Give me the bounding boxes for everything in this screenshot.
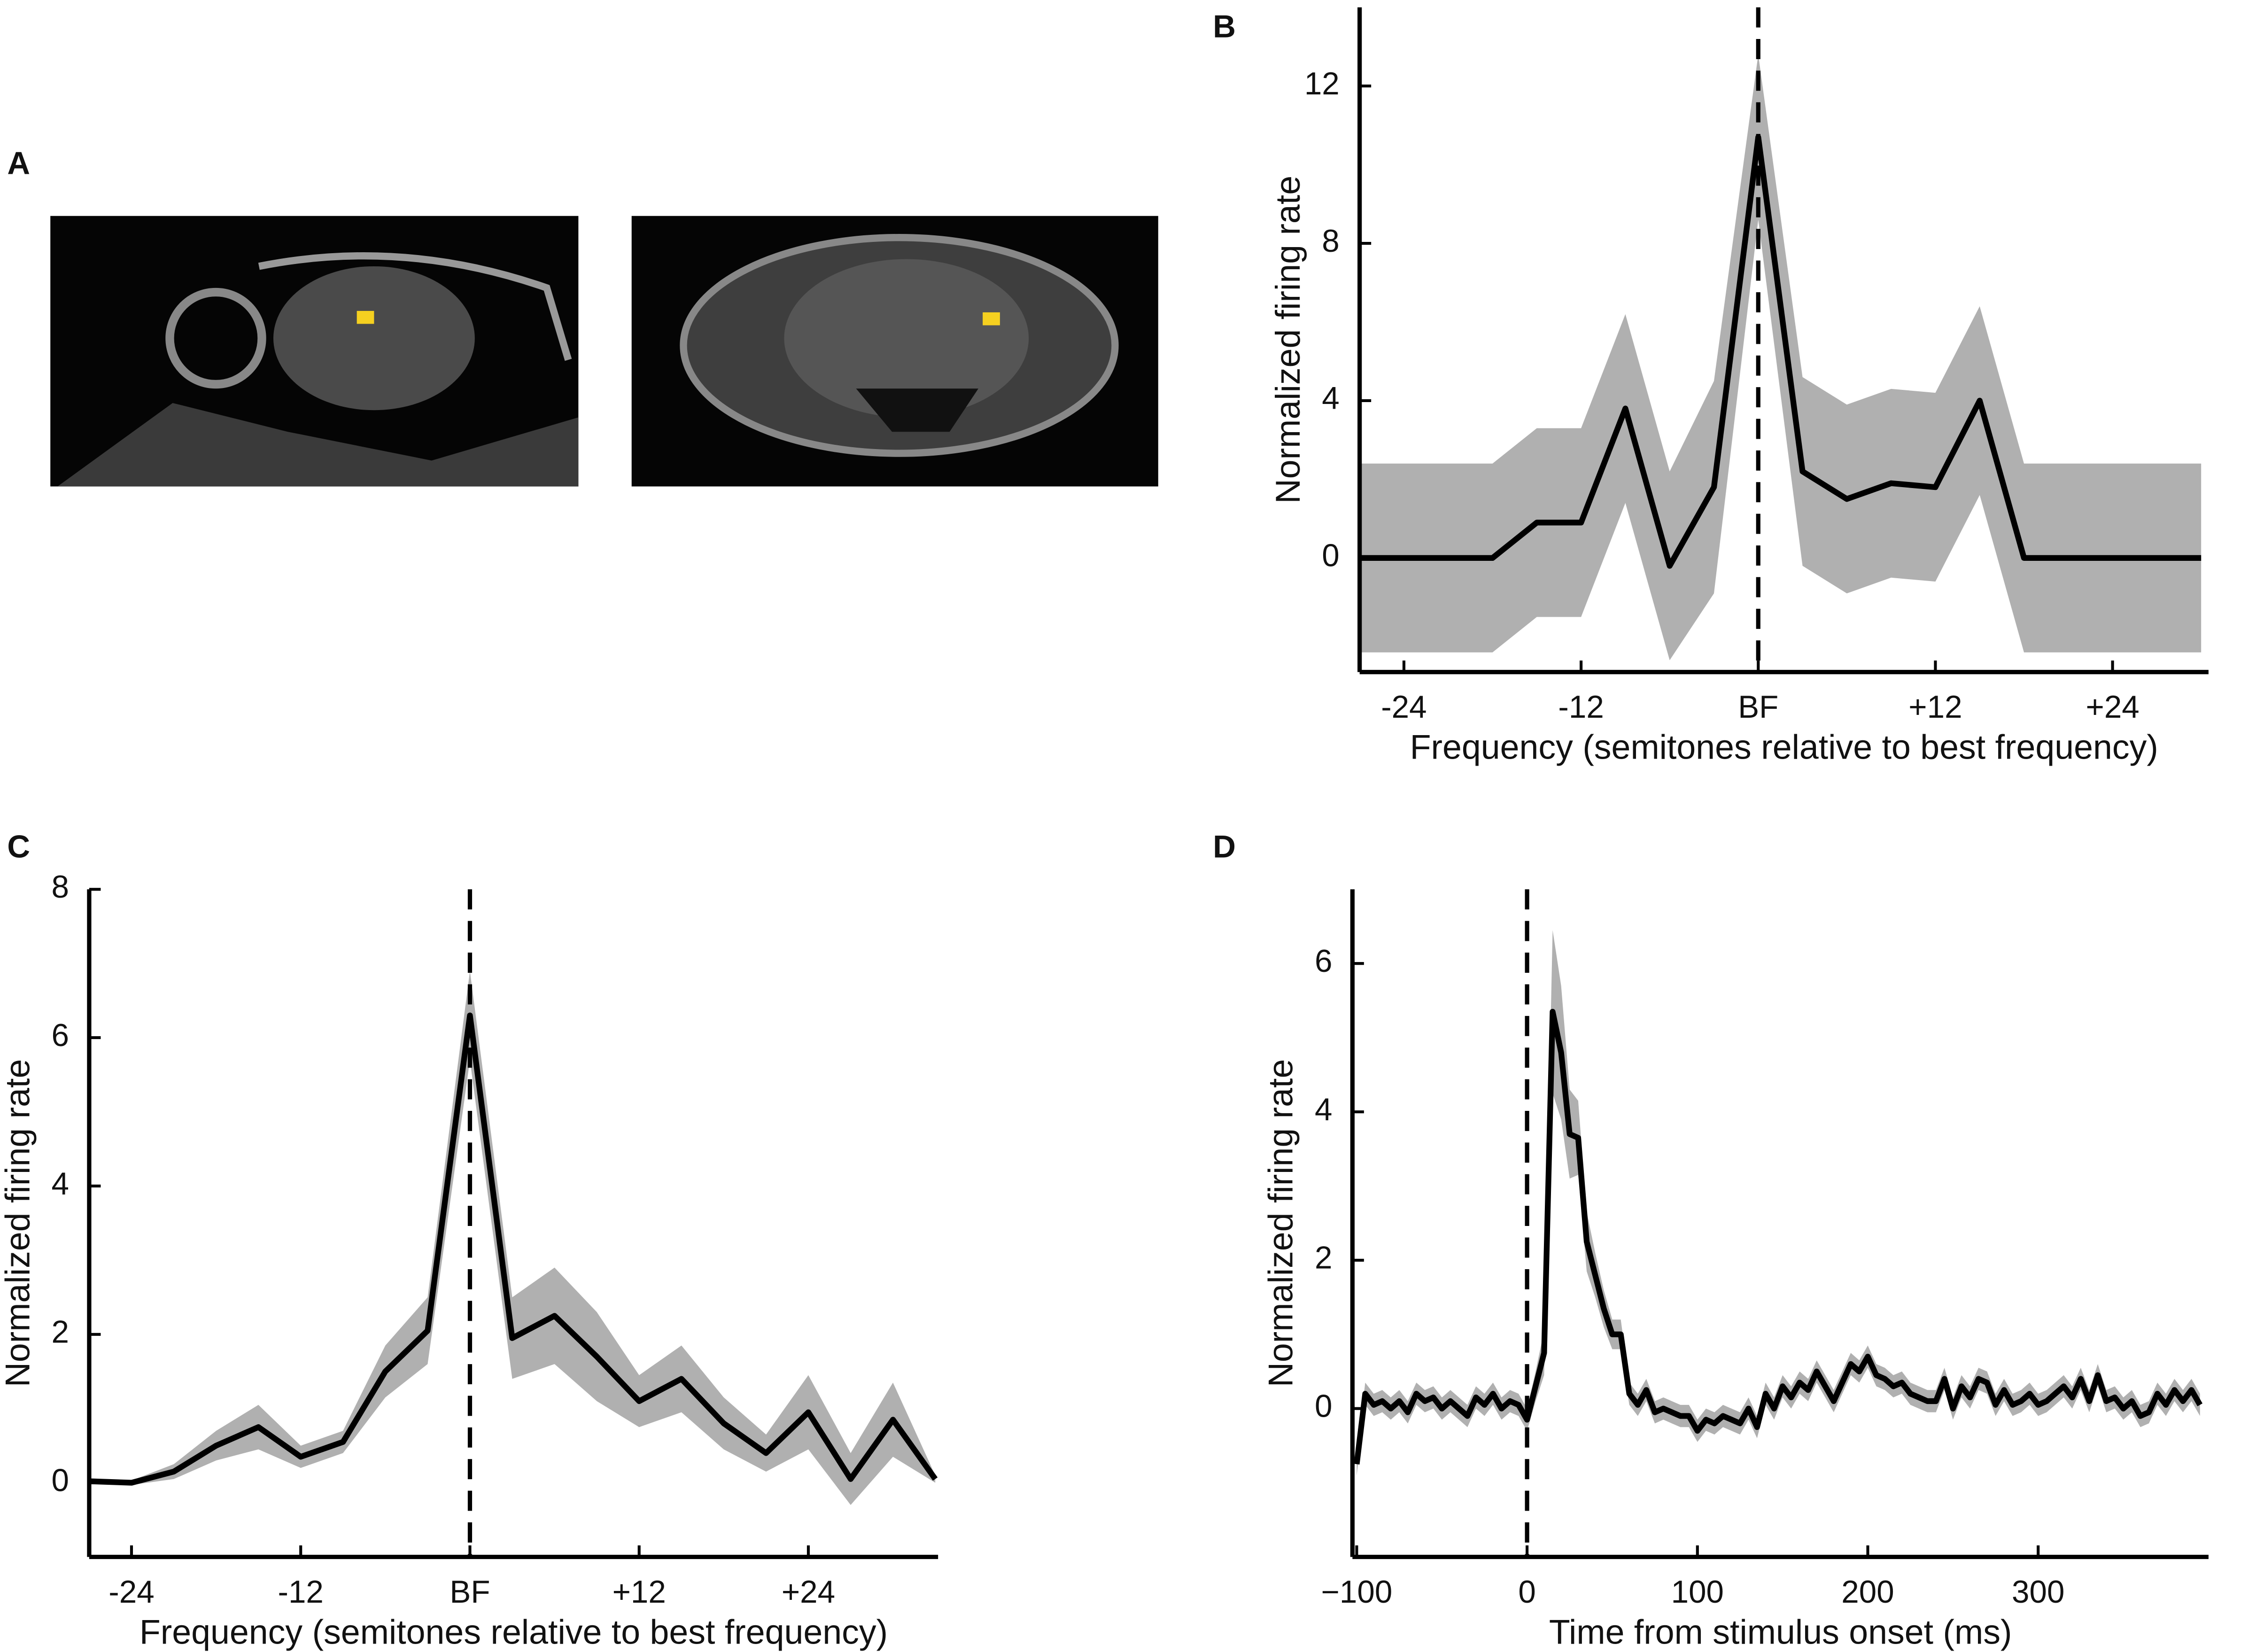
x-axis-label: Time from stimulus onset (ms) — [1549, 1612, 2012, 1651]
brain — [784, 259, 1029, 418]
panel-label: B — [1213, 9, 1236, 44]
y-axis-label: Normalized firing rate — [0, 1059, 37, 1388]
y-tick-label: 8 — [1322, 224, 1339, 259]
x-tick-label: 0 — [1518, 1574, 1535, 1610]
mri-images — [50, 216, 1158, 487]
data-line — [1359, 134, 2202, 569]
x-tick-label: −100 — [1321, 1574, 1393, 1610]
x-tick-label: BF — [1738, 690, 1778, 725]
y-tick-label: 4 — [52, 1166, 69, 1202]
error-band — [1357, 930, 2200, 1475]
x-axis-label: Frequency (semitones relative to best fr… — [1410, 728, 2158, 767]
y-tick-label: 0 — [52, 1463, 69, 1498]
error-band — [89, 970, 936, 1505]
y-tick-label: 2 — [1315, 1241, 1332, 1276]
eye — [165, 287, 266, 389]
x-tick-label: -24 — [109, 1574, 154, 1610]
x-tick-label: +24 — [2085, 690, 2139, 725]
skull — [258, 252, 572, 361]
panel-label: D — [1213, 829, 1236, 864]
mri-spot — [357, 310, 374, 324]
x-tick-label: 300 — [2012, 1574, 2064, 1610]
y-tick-label: 12 — [1304, 66, 1340, 101]
mri-spot — [983, 312, 1000, 326]
x-axis-label: Frequency (semitones relative to best fr… — [140, 1612, 888, 1651]
x-tick-label: +12 — [612, 1574, 666, 1610]
x-tick-label: +24 — [782, 1574, 835, 1610]
data-line — [1354, 1008, 2203, 1465]
x-tick-label: +12 — [1908, 690, 1962, 725]
y-tick-label: 4 — [1315, 1092, 1332, 1127]
brainstem — [856, 388, 978, 432]
y-axis-label: Normalized firing rate — [1261, 1059, 1300, 1388]
error-band — [1359, 54, 2202, 660]
y-tick-label: 0 — [1322, 538, 1339, 574]
data-line — [89, 1012, 938, 1486]
y-tick-label: 2 — [52, 1315, 69, 1350]
panel-label: A — [7, 146, 30, 181]
y-tick-label: 4 — [1322, 381, 1339, 416]
tissue — [57, 403, 579, 487]
x-tick-label: -12 — [1558, 690, 1604, 725]
y-tick-label: 6 — [1315, 944, 1332, 979]
x-tick-label: -24 — [1381, 690, 1426, 725]
x-tick-label: -12 — [278, 1574, 324, 1610]
brain — [273, 266, 475, 411]
y-tick-label: 6 — [52, 1018, 69, 1053]
panel-label: C — [7, 829, 30, 864]
y-axis-label: Normalized firing rate — [1268, 176, 1307, 504]
x-tick-label: 100 — [1671, 1574, 1724, 1610]
x-tick-label: 200 — [1841, 1574, 1894, 1610]
x-tick-label: BF — [450, 1574, 490, 1610]
y-tick-label: 0 — [1315, 1389, 1332, 1424]
y-tick-label: 8 — [52, 869, 69, 905]
